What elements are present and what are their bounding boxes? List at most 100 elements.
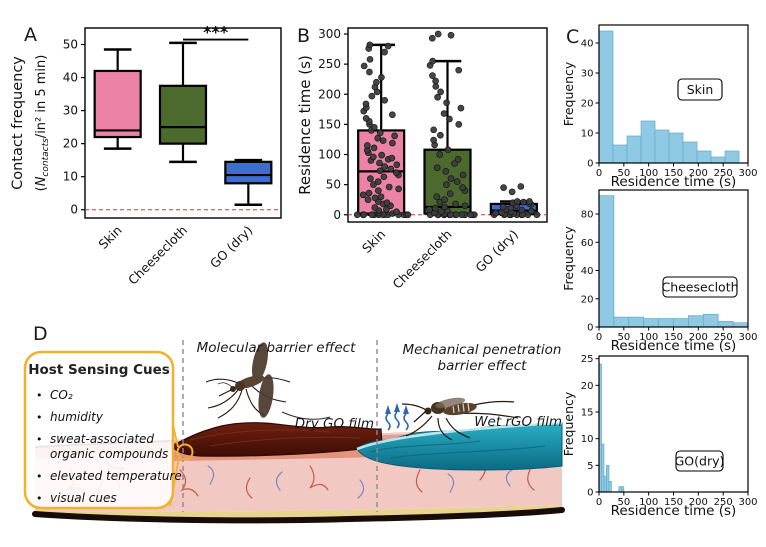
scatter-point — [467, 211, 474, 219]
scatter-point — [426, 205, 433, 213]
scatter-point — [433, 164, 441, 172]
hist-bar — [601, 443, 605, 493]
hist-bar — [717, 321, 734, 328]
callout-circle — [176, 443, 194, 461]
y-tick-label: 0 — [70, 203, 78, 217]
x-tick-label: 250 — [714, 497, 733, 508]
hist-bar — [710, 156, 726, 164]
scatter-point — [370, 124, 378, 131]
wet-rgo-film-waves — [369, 440, 546, 459]
chart-shape: /in² in 5 min) — [34, 55, 49, 139]
y-tick-label: 200 — [318, 87, 341, 101]
y-tick-label: 150 — [318, 117, 341, 131]
hist-bar — [603, 475, 607, 493]
hist-bar — [643, 318, 659, 328]
panel-b-residence-time-boxplot: 0 50 100 150 200 250 300 Skin Cheesecloth GO (dry… — [296, 27, 548, 292]
scatter-point — [518, 206, 526, 214]
y-tick-label: 30 — [63, 104, 78, 118]
scatter-point — [455, 121, 463, 128]
x-axis-label: Residence time (s) — [611, 338, 737, 354]
x-tick-label: 150 — [664, 332, 683, 343]
dry-film-leader-line — [281, 411, 331, 420]
scatter-point — [437, 131, 444, 139]
scatter-point — [393, 208, 400, 216]
axes-frame — [84, 27, 282, 219]
scatter-point — [404, 211, 412, 219]
hist-bar — [682, 141, 698, 164]
x-category-label: Skin — [95, 223, 124, 252]
y-tick-label: 0 — [587, 488, 593, 499]
hist-bar — [658, 318, 674, 328]
scatter-point — [385, 183, 393, 191]
host-sensing-cues-callout: Host Sensing Cues • CO₂ • humidity • sweat-as… — [23, 350, 194, 510]
y-axis-label: Frequency — [561, 391, 576, 456]
scatter-point — [381, 163, 388, 170]
y-tick-label: 80 — [581, 210, 594, 221]
x-category-label: GO (dry) — [472, 227, 521, 276]
x-category-label: GO (dry) — [207, 223, 256, 272]
scatter-point — [443, 181, 450, 188]
hist-bar — [673, 318, 689, 328]
y-tick-label: 50 — [326, 178, 341, 192]
scatter-point — [363, 142, 371, 149]
y-tick-label: 60 — [581, 238, 594, 249]
scatter-point — [366, 55, 374, 63]
y-tick-label: 40 — [63, 71, 78, 85]
scatter-point — [434, 30, 442, 38]
scatter-point — [430, 136, 437, 144]
box-skin — [93, 69, 142, 139]
scatter-point — [436, 151, 444, 158]
y-tick-label: 5 — [587, 461, 593, 472]
scatter-point — [441, 196, 448, 204]
significance-stars: *** — [203, 23, 229, 42]
scatter-point — [451, 160, 458, 167]
hist-bar — [628, 316, 645, 328]
scatter-point — [389, 139, 396, 147]
scatter-point — [429, 57, 437, 65]
scatter-point — [381, 48, 388, 56]
scatter-point — [461, 202, 469, 210]
hist-bar — [598, 30, 614, 164]
scatter-point — [517, 183, 525, 190]
scatter-point — [526, 198, 533, 205]
x-tick-label: 100 — [639, 497, 658, 508]
panel-label-c: C — [566, 26, 579, 48]
y-tick-label: 20 — [63, 137, 78, 151]
scatter-point — [360, 62, 368, 70]
y-tick-label: 40 — [581, 39, 594, 50]
cue-item: elevated temperature — [50, 469, 182, 483]
x-tick-label: 50 — [617, 332, 630, 343]
chart-shape: ( — [34, 186, 49, 191]
x-category-label: Cheesecloth — [125, 223, 190, 288]
scatter-point — [380, 173, 388, 181]
scatter-point — [513, 198, 521, 205]
scatter-point — [371, 204, 379, 211]
scatter-point — [500, 184, 507, 192]
scatter-point — [368, 211, 376, 219]
scatter-point — [434, 93, 441, 101]
x-tick-label: 0 — [596, 168, 602, 179]
x-axis-label: Residence time (s) — [611, 174, 737, 190]
scatter-point — [379, 137, 387, 145]
cue-item: organic compounds — [50, 447, 168, 461]
x-tick-label: 300 — [738, 168, 757, 179]
y-tick-label: 0 — [587, 159, 593, 170]
cue-bullet: • — [36, 411, 43, 424]
scatter-point — [444, 146, 452, 154]
hist-bar — [640, 120, 656, 164]
scatter-point — [443, 99, 450, 107]
skin-bottom-outline — [32, 507, 565, 524]
axes-frame — [347, 27, 548, 223]
chart-shape: N — [34, 176, 49, 186]
scatter-point — [455, 66, 463, 74]
scatter-point — [388, 154, 396, 162]
x-tick-label: 250 — [714, 332, 733, 343]
x-tick-label: 50 — [617, 497, 630, 508]
y-axis-label: Residence time (s) — [296, 55, 314, 195]
scatter-point — [430, 126, 438, 134]
scatter-point — [527, 207, 535, 215]
scatter-point — [370, 144, 378, 152]
caption-molecular-barrier: Molecular barrier effect — [197, 340, 356, 356]
